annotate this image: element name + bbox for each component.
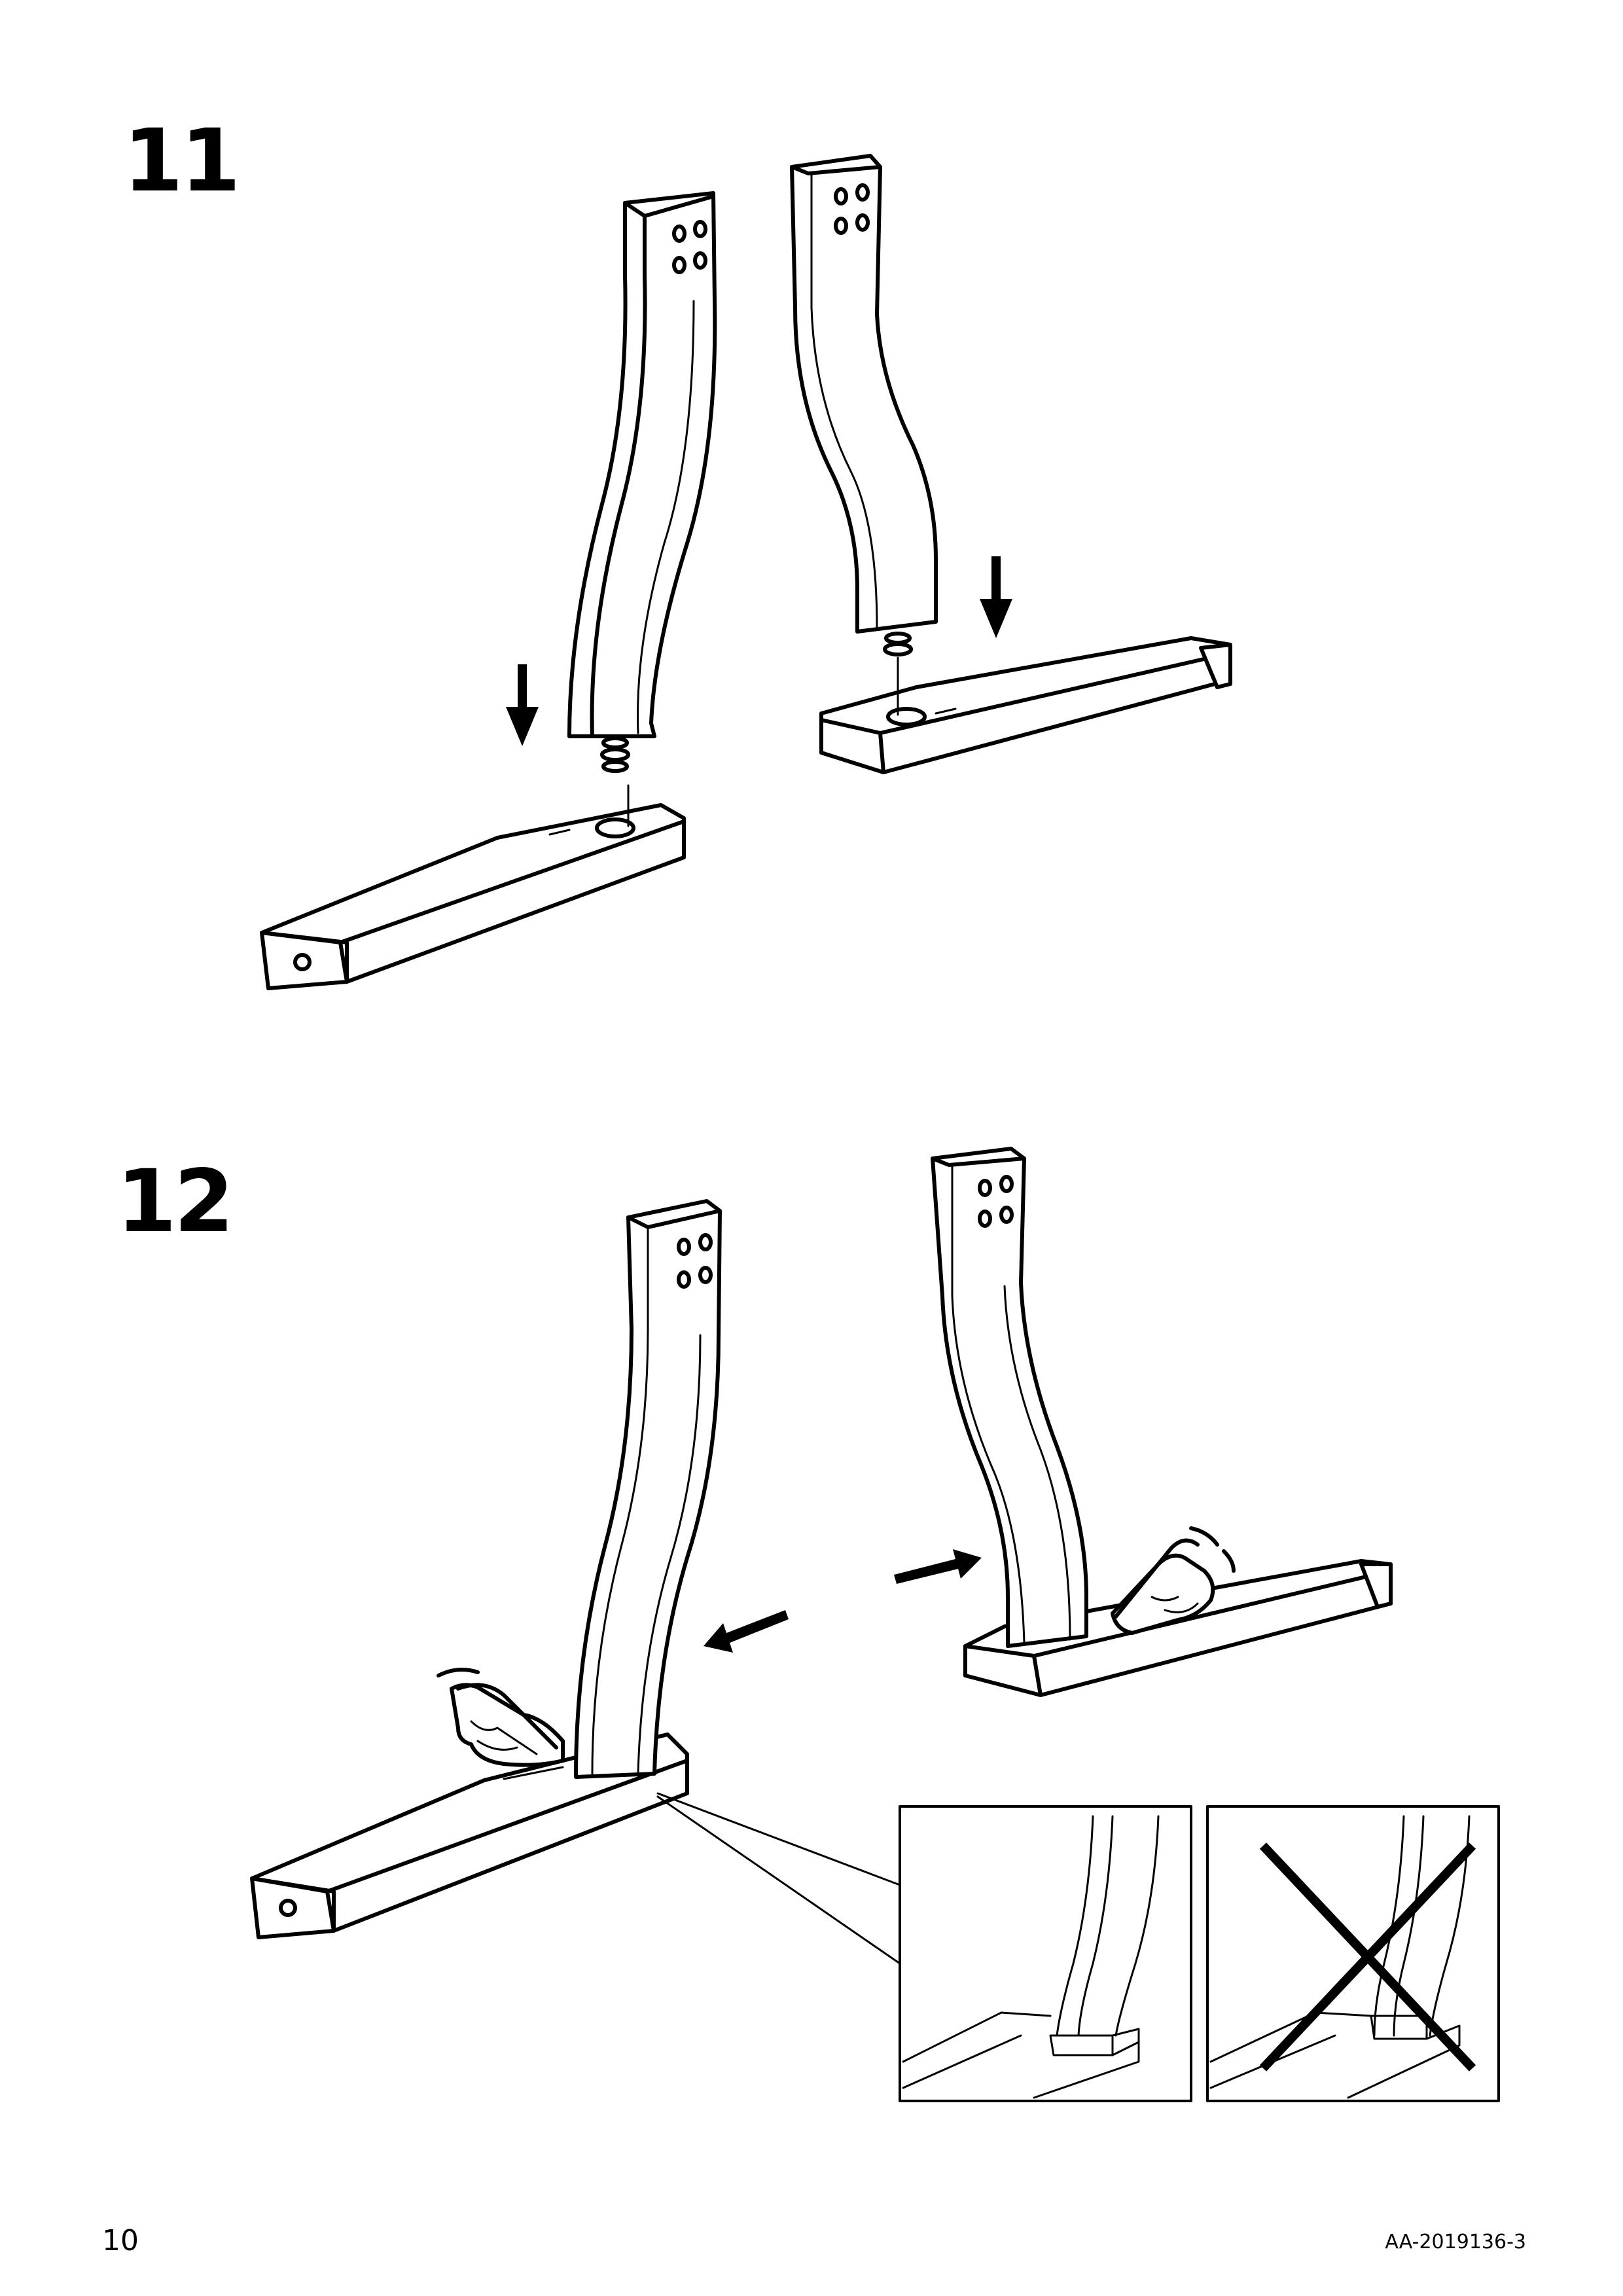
right-base-rail (819, 636, 1232, 774)
step-11-illustration (260, 154, 1232, 990)
down-arrow-icon (506, 664, 539, 746)
correct-detail-inset (899, 1805, 1192, 2102)
incorrect-detail-inset (1206, 1805, 1500, 2102)
pointing-hand-icon (437, 1668, 565, 1767)
pointing-hand-icon (1111, 1526, 1236, 1635)
page-number: 10 (102, 2224, 139, 2257)
right-leg (931, 1147, 1088, 1648)
document-code: AA-2019136-3 (1385, 2231, 1526, 2253)
left-base-rail (250, 1732, 689, 1939)
slide-arrow-icon (704, 1610, 789, 1653)
step-12-number: 12 (116, 1151, 234, 1252)
slide-arrow-icon (894, 1549, 982, 1584)
down-arrow-icon (980, 556, 1012, 638)
step-11-number: 11 (123, 111, 241, 211)
left-leg (574, 1199, 722, 1779)
right-leg (790, 154, 938, 656)
step-12-illustration (250, 1147, 1500, 2102)
left-base-rail (260, 784, 686, 990)
left-leg (567, 191, 717, 773)
cross-out-icon (1259, 1842, 1476, 2072)
